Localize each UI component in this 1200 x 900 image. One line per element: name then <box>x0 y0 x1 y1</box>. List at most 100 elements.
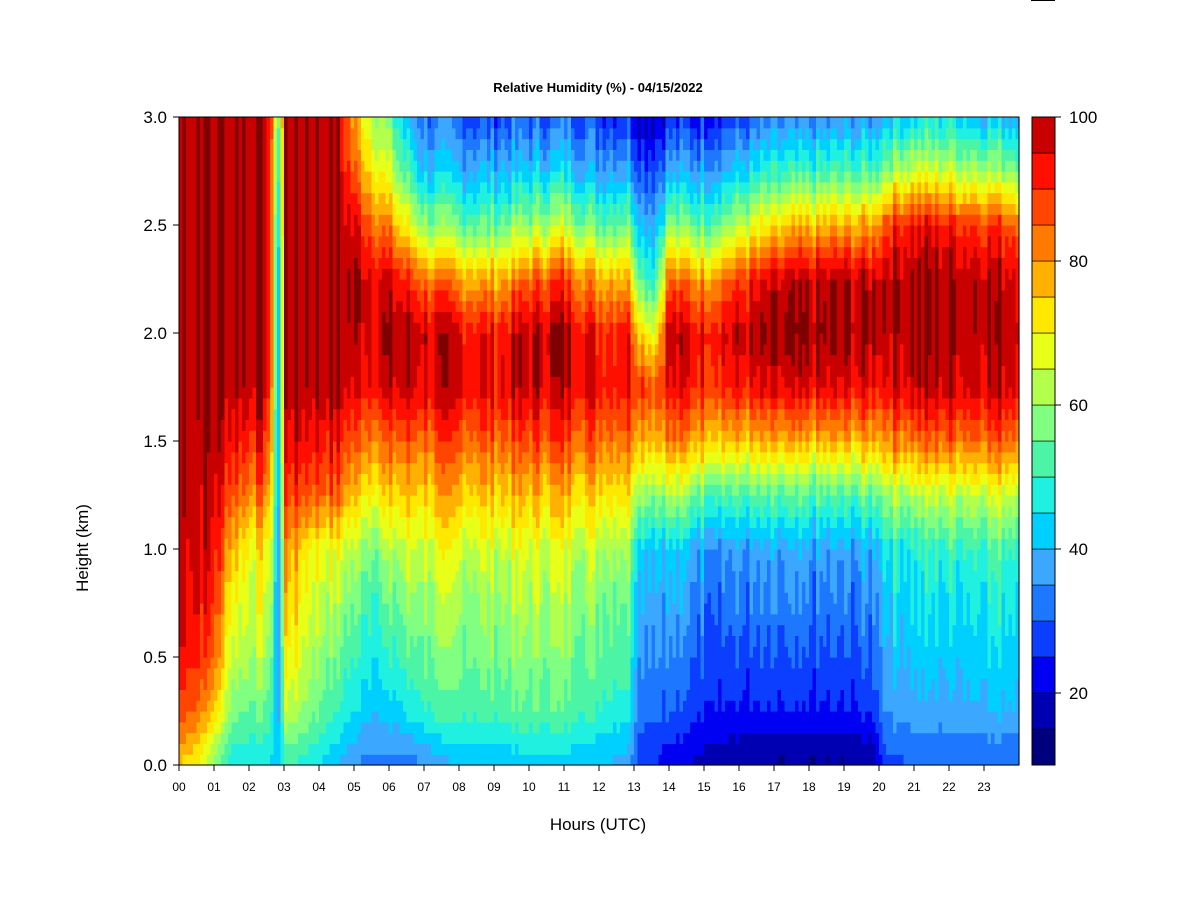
heatmap-cell <box>539 171 544 183</box>
heatmap-cell <box>298 667 303 712</box>
heatmap-cell <box>483 160 488 183</box>
heatmap-cell <box>714 246 719 258</box>
heatmap-cell <box>935 700 940 734</box>
heatmap-cell <box>532 516 537 539</box>
heatmap-cell <box>704 441 709 453</box>
heatmap-cell <box>886 376 891 410</box>
heatmap-cell <box>644 387 649 399</box>
heatmap-cell <box>679 225 684 237</box>
heatmap-cell <box>518 127 523 150</box>
heatmap-cell <box>504 192 509 204</box>
heatmap-cell <box>217 570 222 615</box>
heatmap-cell <box>427 181 432 194</box>
heatmap-cell <box>795 181 800 194</box>
heatmap-cell <box>725 333 730 345</box>
heatmap-cell <box>368 408 373 442</box>
heatmap-cell <box>886 559 891 636</box>
heatmap-cell <box>564 192 569 204</box>
heatmap-cell <box>746 171 751 183</box>
heatmap-cell <box>749 214 754 226</box>
heatmap-cell <box>249 538 254 572</box>
heatmap-cell <box>651 214 656 248</box>
heatmap-cell <box>784 495 789 507</box>
heatmap-cell <box>767 495 772 518</box>
heatmap-cell <box>886 160 891 172</box>
heatmap-cell <box>350 171 355 194</box>
heatmap-cell <box>753 127 758 150</box>
heatmap-cell <box>704 268 709 280</box>
heatmap-cell <box>868 387 873 410</box>
heatmap-cell <box>501 138 506 161</box>
heatmap-cell <box>606 246 611 269</box>
heatmap-cell <box>616 192 621 204</box>
heatmap-cell <box>620 754 625 766</box>
heatmap-cell <box>812 257 817 269</box>
heatmap-cell <box>700 268 705 280</box>
heatmap-cell <box>739 192 744 204</box>
heatmap-cell <box>931 451 936 464</box>
heatmap-cell <box>844 430 849 442</box>
heatmap-cell <box>742 181 747 194</box>
heatmap-cell <box>375 127 380 161</box>
heatmap-cell <box>634 203 639 226</box>
heatmap-cell <box>739 354 744 399</box>
heatmap-cell <box>336 516 341 539</box>
heatmap-cell <box>634 408 639 431</box>
heatmap-cell <box>238 117 243 399</box>
heatmap-cell <box>651 527 656 550</box>
heatmap-cell <box>714 138 719 161</box>
heatmap-cell <box>210 603 215 658</box>
heatmap-cell <box>630 138 635 161</box>
heatmap-cell <box>935 214 940 226</box>
heatmap-cell <box>742 387 747 410</box>
heatmap-cell <box>665 462 670 485</box>
heatmap-cell <box>532 732 537 755</box>
heatmap-cell <box>564 268 569 280</box>
heatmap-cell <box>242 711 247 744</box>
heatmap-cell <box>749 235 754 248</box>
heatmap-cell <box>508 473 513 507</box>
heatmap-cell <box>588 203 593 226</box>
heatmap-cell <box>301 408 306 464</box>
heatmap-cell <box>518 387 523 420</box>
heatmap-cell <box>277 127 282 183</box>
heatmap-cell <box>732 462 737 474</box>
heatmap-cell <box>809 203 814 215</box>
heatmap-cell <box>753 430 758 442</box>
heatmap-cell <box>518 419 523 442</box>
heatmap-cell <box>739 473 744 485</box>
heatmap-cell <box>326 657 331 723</box>
heatmap-cell <box>788 225 793 237</box>
heatmap-cell <box>896 592 901 669</box>
heatmap-cell <box>858 214 863 237</box>
heatmap-cell <box>581 289 586 312</box>
heatmap-cell <box>389 246 394 269</box>
heatmap-cell <box>599 257 604 269</box>
heatmap-cell <box>417 246 422 258</box>
heatmap-cell <box>487 538 492 582</box>
heatmap-cell <box>837 700 842 734</box>
heatmap-cell <box>315 678 320 723</box>
heatmap-cell <box>791 397 796 410</box>
heatmap-cell <box>893 203 898 215</box>
heatmap-cell <box>494 257 499 269</box>
heatmap-cell <box>452 117 457 129</box>
heatmap-cell <box>725 484 730 507</box>
heatmap-cell <box>434 117 439 129</box>
heatmap-cell <box>392 635 397 690</box>
heatmap-cell <box>683 462 688 474</box>
heatmap-cell <box>756 441 761 453</box>
heatmap-cell <box>378 235 383 258</box>
heatmap-cell <box>546 408 551 442</box>
heatmap-cell <box>511 527 516 561</box>
heatmap-cell <box>882 257 887 280</box>
heatmap-cell <box>753 484 758 496</box>
heatmap-cell <box>389 149 394 183</box>
heatmap-cell <box>858 441 863 453</box>
heatmap-cell <box>805 419 810 442</box>
heatmap-cell <box>357 203 362 226</box>
heatmap-cell <box>602 473 607 496</box>
heatmap-cell <box>431 246 436 258</box>
heatmap-cell <box>788 214 793 226</box>
heatmap-cell <box>844 203 849 215</box>
